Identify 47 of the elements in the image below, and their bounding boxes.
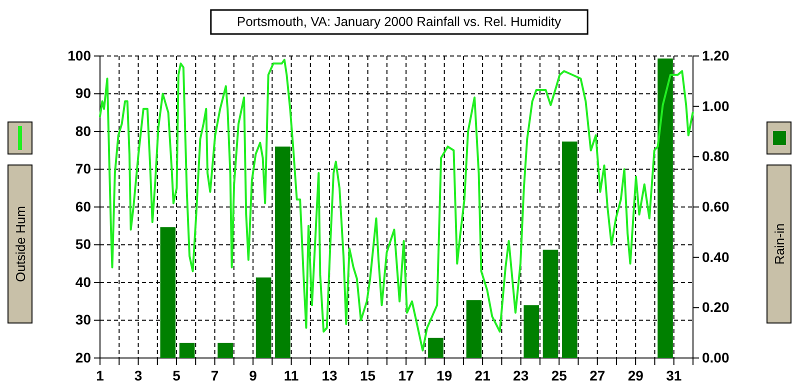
x-tick-label: 11 xyxy=(284,368,299,384)
y2-tick-label: 0.40 xyxy=(702,248,730,265)
bar xyxy=(542,250,558,358)
y2-tick-label: 0.60 xyxy=(702,198,730,214)
x-tick-label: 25 xyxy=(551,368,568,384)
y-axis-title: Outside Hum xyxy=(13,206,28,282)
x-tick-label: 5 xyxy=(172,368,181,384)
x-tick-label: 1 xyxy=(96,368,104,384)
y-tick-label: 20 xyxy=(75,349,92,366)
y2-tick-label: 1.00 xyxy=(702,98,730,114)
bar xyxy=(275,146,290,358)
x-tick-label: 9 xyxy=(249,368,258,384)
bar xyxy=(524,305,540,358)
bar xyxy=(466,300,482,358)
y2-tick-label: 1.20 xyxy=(702,47,730,64)
x-tick-label: 15 xyxy=(360,368,376,384)
x-tick-label: 7 xyxy=(210,368,219,384)
bar xyxy=(160,227,176,358)
y-tick-label: 90 xyxy=(75,85,92,102)
x-tick-label: 29 xyxy=(628,368,644,384)
y2-tick-label: 0.00 xyxy=(702,349,730,366)
y-tick-label: 100 xyxy=(68,47,92,64)
y-tick-label: 80 xyxy=(75,122,92,139)
x-tick-label: 31 xyxy=(666,368,682,384)
y-tick-label: 50 xyxy=(75,236,92,252)
bar xyxy=(256,277,272,358)
bar xyxy=(428,338,444,358)
x-tick-label: 23 xyxy=(513,368,529,384)
x-tick-label: 3 xyxy=(134,368,142,384)
x-tick-label: 13 xyxy=(322,368,338,384)
x-tick-label: 19 xyxy=(436,368,452,384)
y2-tick-label: 0.20 xyxy=(702,299,730,316)
bar xyxy=(179,342,195,358)
y-tick-label: 30 xyxy=(75,312,92,328)
line-series xyxy=(99,58,694,352)
y-tick-label: 40 xyxy=(75,274,92,290)
y-tick-label: 60 xyxy=(75,198,92,214)
bar xyxy=(658,58,673,358)
y2-tick-label: 0.80 xyxy=(702,148,730,164)
bar xyxy=(562,142,578,358)
bar xyxy=(218,342,233,358)
chart-title: Portsmouth, VA: January 2000 Rainfall vs. Rel. Humidity xyxy=(236,14,562,29)
x-tick-label: 27 xyxy=(590,368,606,384)
y-tick-label: 70 xyxy=(75,160,92,177)
y2-axis-title: Rain-in xyxy=(772,223,787,265)
x-tick-label: 21 xyxy=(474,368,491,384)
x-tick-label: 17 xyxy=(398,368,414,384)
